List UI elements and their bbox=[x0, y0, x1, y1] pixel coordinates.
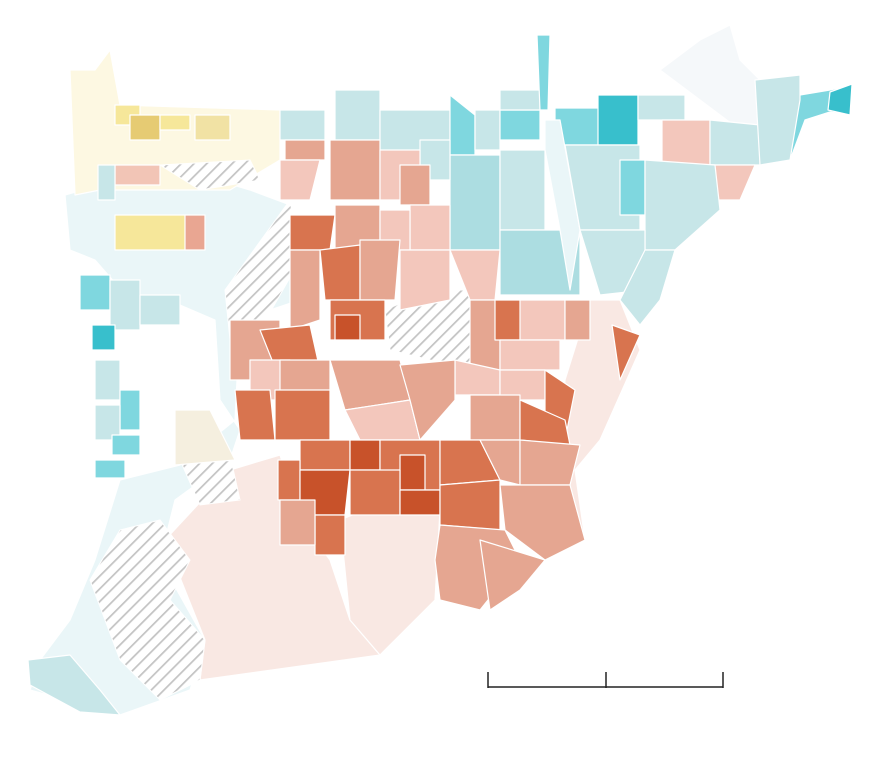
tract-c-33 bbox=[274, 389, 331, 441]
tract-wteal-7 bbox=[119, 389, 141, 431]
tract-c-43 bbox=[519, 439, 581, 486]
tract-teal-4 bbox=[474, 109, 501, 151]
tract-pale-yellow-north bbox=[174, 409, 236, 466]
scale-bar bbox=[487, 672, 724, 688]
no-data-areas bbox=[89, 159, 476, 701]
tract-wteal-5 bbox=[91, 324, 116, 351]
tract-wteal-10 bbox=[94, 459, 126, 479]
tract-c-21 bbox=[499, 339, 561, 371]
tract-yellow-6 bbox=[114, 214, 191, 251]
tract-teal-6 bbox=[499, 89, 541, 111]
tract-yellow-2 bbox=[129, 114, 161, 141]
tracts-west-teal bbox=[27, 164, 181, 716]
tract-teal-14 bbox=[754, 74, 801, 166]
tract-c-15 bbox=[334, 314, 361, 341]
tract-c-19 bbox=[519, 299, 566, 341]
tract-c-6 bbox=[409, 204, 451, 251]
tract-c-10 bbox=[289, 249, 321, 331]
tract-teal-13 bbox=[827, 83, 853, 116]
tract-teal-15 bbox=[449, 154, 501, 251]
tract-c-3 bbox=[329, 139, 381, 201]
tract-c-53 bbox=[479, 539, 546, 611]
tract-c-46 bbox=[349, 469, 401, 516]
tract-teal-17 bbox=[499, 229, 581, 296]
tract-yellow-4 bbox=[194, 114, 231, 141]
tract-c-2 bbox=[279, 159, 321, 201]
tract-yellow-3 bbox=[159, 114, 191, 131]
no-data-west-strip bbox=[224, 198, 301, 341]
no-data-north bbox=[158, 159, 261, 191]
tract-c-40 bbox=[399, 454, 426, 491]
tract-c-47 bbox=[399, 489, 441, 516]
tract-c-5 bbox=[399, 164, 431, 206]
tract-c-22 bbox=[611, 324, 641, 381]
tract-c-48 bbox=[439, 479, 501, 531]
tract-teal-22 bbox=[619, 249, 676, 326]
tract-c-7 bbox=[289, 214, 336, 251]
no-data-southwest bbox=[89, 519, 206, 701]
tract-c-32 bbox=[234, 389, 276, 441]
tract-c-1 bbox=[284, 139, 326, 161]
tract-wteal-9 bbox=[111, 434, 141, 456]
tract-wteal-2 bbox=[79, 274, 111, 311]
tract-teal-3 bbox=[449, 94, 476, 156]
tract-wteal-1 bbox=[97, 164, 116, 201]
tract-c-36 bbox=[399, 359, 456, 441]
tract-wteal-6 bbox=[94, 359, 121, 401]
tract-c-50 bbox=[314, 514, 346, 556]
tract-teal-10 bbox=[637, 94, 686, 121]
tract-c-12 bbox=[359, 239, 401, 301]
tract-c-11 bbox=[319, 244, 361, 301]
tract-salmon-north-2 bbox=[184, 214, 206, 251]
tract-salmon-ne bbox=[661, 119, 711, 166]
tract-teal-11 bbox=[709, 119, 761, 166]
tract-c-38 bbox=[349, 439, 381, 471]
tract-teal-24 bbox=[279, 109, 326, 141]
tract-teal-corridor bbox=[544, 119, 581, 291]
tracts-east-teal bbox=[279, 34, 853, 326]
tract-teal-20 bbox=[644, 159, 721, 251]
tract-c-20 bbox=[564, 299, 591, 341]
tract-teal-5 bbox=[499, 109, 541, 141]
tract-c-37 bbox=[299, 439, 351, 471]
tract-teal-19 bbox=[619, 159, 646, 216]
tract-c-51 bbox=[279, 499, 316, 546]
tract-c-44 bbox=[277, 459, 301, 501]
tracts-central-salmon bbox=[229, 139, 641, 611]
tract-wteal-3 bbox=[109, 279, 141, 331]
tract-c-26 bbox=[469, 394, 521, 441]
tract-c-49 bbox=[499, 484, 586, 561]
tract-teal-9 bbox=[597, 94, 639, 146]
tract-c-13 bbox=[399, 249, 451, 311]
tract-salmon-north-1 bbox=[114, 164, 161, 186]
tract-wteal-4 bbox=[139, 294, 181, 326]
tract-teal-7 bbox=[536, 34, 551, 111]
tract-teal-1 bbox=[334, 89, 381, 141]
tract-teal-16 bbox=[499, 149, 546, 231]
tract-wteal-11 bbox=[27, 654, 121, 716]
